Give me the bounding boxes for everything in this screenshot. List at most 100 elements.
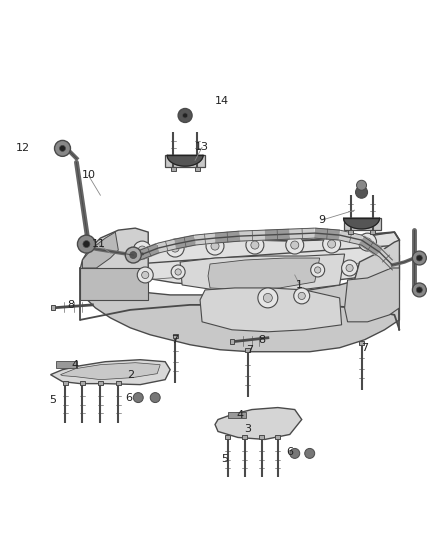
Text: 7: 7 xyxy=(172,335,179,345)
Bar xyxy=(359,341,364,345)
Text: 7: 7 xyxy=(361,343,368,353)
Circle shape xyxy=(356,186,367,198)
Bar xyxy=(171,167,176,171)
Bar xyxy=(63,381,68,385)
Bar xyxy=(116,381,121,385)
Text: 8: 8 xyxy=(67,300,74,310)
Text: 13: 13 xyxy=(195,142,209,152)
Bar xyxy=(230,340,234,344)
Circle shape xyxy=(342,260,357,276)
Bar xyxy=(343,218,381,230)
Polygon shape xyxy=(81,232,399,286)
Circle shape xyxy=(175,269,181,275)
Bar xyxy=(370,230,375,234)
Circle shape xyxy=(286,236,304,254)
Circle shape xyxy=(314,267,321,273)
Circle shape xyxy=(83,240,90,247)
Text: 6: 6 xyxy=(125,393,132,402)
Polygon shape xyxy=(343,218,379,229)
Circle shape xyxy=(138,246,146,254)
Circle shape xyxy=(54,140,71,156)
Circle shape xyxy=(291,241,299,249)
Bar xyxy=(276,435,280,439)
Text: 4: 4 xyxy=(72,360,79,370)
Polygon shape xyxy=(180,254,345,292)
Circle shape xyxy=(171,265,185,279)
Circle shape xyxy=(417,287,422,293)
Circle shape xyxy=(251,241,259,249)
Bar xyxy=(226,435,230,439)
Circle shape xyxy=(258,288,278,308)
Text: 11: 11 xyxy=(92,239,106,249)
Bar xyxy=(194,167,200,171)
Circle shape xyxy=(305,448,314,458)
Text: 8: 8 xyxy=(258,335,265,345)
Bar xyxy=(245,348,251,352)
Polygon shape xyxy=(355,240,399,290)
Circle shape xyxy=(166,239,184,257)
Bar xyxy=(50,305,54,310)
Circle shape xyxy=(294,288,310,304)
Bar xyxy=(348,230,353,234)
Polygon shape xyxy=(81,268,148,300)
Circle shape xyxy=(178,109,192,123)
Polygon shape xyxy=(81,255,399,352)
Bar xyxy=(98,381,103,385)
Bar xyxy=(259,435,265,439)
Circle shape xyxy=(133,241,151,259)
Circle shape xyxy=(125,247,141,263)
Circle shape xyxy=(417,255,422,261)
Circle shape xyxy=(150,393,160,402)
Circle shape xyxy=(133,393,143,402)
Circle shape xyxy=(346,264,353,272)
Polygon shape xyxy=(208,258,320,290)
Circle shape xyxy=(211,242,219,250)
Circle shape xyxy=(78,235,95,253)
Text: 4: 4 xyxy=(237,409,244,419)
Circle shape xyxy=(323,235,341,253)
Text: 1: 1 xyxy=(296,280,303,290)
Circle shape xyxy=(290,448,300,458)
Circle shape xyxy=(183,113,187,118)
Bar xyxy=(165,155,205,167)
Text: 9: 9 xyxy=(318,215,325,225)
Polygon shape xyxy=(50,360,170,385)
Polygon shape xyxy=(200,288,342,332)
Circle shape xyxy=(263,293,272,302)
Circle shape xyxy=(246,236,264,254)
Circle shape xyxy=(364,238,371,246)
Text: 3: 3 xyxy=(244,424,251,434)
Circle shape xyxy=(206,237,224,255)
Circle shape xyxy=(137,267,153,283)
Text: 14: 14 xyxy=(215,95,229,106)
Circle shape xyxy=(413,251,426,265)
Text: 5: 5 xyxy=(222,455,229,464)
Circle shape xyxy=(359,233,377,251)
Circle shape xyxy=(298,292,305,300)
Circle shape xyxy=(141,271,149,279)
Circle shape xyxy=(171,244,179,252)
Text: 2: 2 xyxy=(127,370,134,379)
Circle shape xyxy=(60,146,66,151)
Bar xyxy=(242,435,247,439)
Text: 12: 12 xyxy=(16,143,30,154)
Polygon shape xyxy=(60,362,160,379)
Bar xyxy=(80,381,85,385)
Polygon shape xyxy=(345,268,399,322)
Text: 10: 10 xyxy=(81,170,95,180)
Circle shape xyxy=(357,180,367,190)
Text: 5: 5 xyxy=(49,394,56,405)
Circle shape xyxy=(328,240,336,248)
Circle shape xyxy=(413,283,426,297)
Text: 6: 6 xyxy=(286,447,293,457)
Circle shape xyxy=(311,263,325,277)
Circle shape xyxy=(130,252,137,259)
Polygon shape xyxy=(167,155,203,166)
Polygon shape xyxy=(215,408,302,439)
Bar xyxy=(173,334,178,338)
Text: 7: 7 xyxy=(246,345,254,355)
Bar xyxy=(228,411,246,417)
Polygon shape xyxy=(82,232,118,268)
Bar xyxy=(56,361,78,368)
Polygon shape xyxy=(81,228,148,285)
